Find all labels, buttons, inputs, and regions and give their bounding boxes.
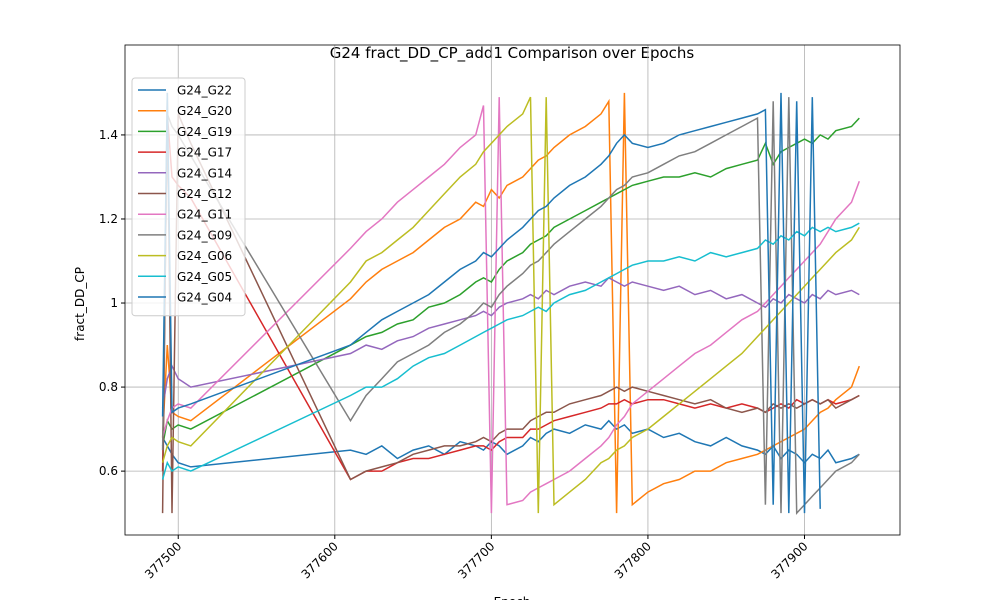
y-tick-label: 0.8 [99, 380, 118, 394]
y-tick-label: 1.2 [99, 212, 118, 226]
y-axis-label: fract_DD_CP [73, 267, 87, 341]
legend-label: G24_G19 [177, 125, 232, 139]
legend-label: G24_G04 [177, 291, 232, 305]
series-line [161, 276, 860, 409]
series-line [161, 113, 860, 481]
series-line [161, 222, 860, 480]
chart-title: G24 fract_DD_CP_add1 Comparison over Epo… [330, 44, 695, 63]
series-line [161, 96, 860, 514]
y-tick-label: 1.4 [99, 128, 118, 142]
series-line [161, 97, 861, 514]
x-tick-label: 377600 [299, 539, 341, 581]
plot-frame [124, 44, 901, 536]
series-line [161, 419, 860, 468]
legend-label: G24_G09 [177, 228, 232, 242]
x-axis-label: Epoch [494, 595, 531, 600]
legend-label: G24_G22 [177, 84, 232, 98]
y-tick-label: 1 [110, 296, 118, 310]
legend-label: G24_G14 [177, 166, 232, 180]
legend-label: G24_G17 [177, 146, 232, 160]
series-line [161, 92, 821, 514]
x-tick-label: 377500 [142, 539, 184, 581]
legend-label: G24_G11 [177, 208, 232, 222]
legend-label: G24_G05 [177, 270, 232, 284]
x-tick-label: 377900 [768, 539, 810, 581]
legend-label: G24_G06 [177, 249, 232, 263]
legend-label: G24_G12 [177, 187, 232, 201]
x-tick-label: 377700 [455, 539, 497, 581]
x-tick-label: 377800 [612, 539, 654, 581]
series-line [161, 97, 860, 515]
y-tick-label: 0.6 [99, 464, 118, 478]
legend-label: G24_G20 [177, 104, 232, 118]
